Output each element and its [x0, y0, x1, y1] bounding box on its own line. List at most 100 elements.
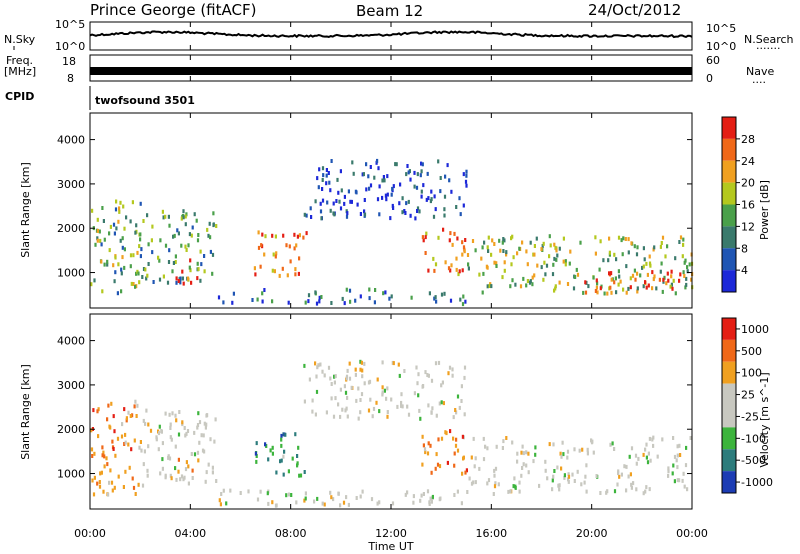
echo-cell [142, 418, 145, 423]
echo-cell [487, 249, 490, 253]
echo-cell [495, 444, 498, 449]
echo-cell [671, 286, 674, 291]
echo-cell [182, 281, 185, 286]
echo-cell [443, 194, 447, 199]
echo-cell [509, 284, 512, 289]
echo-cell [682, 270, 685, 275]
echo-cell [139, 254, 142, 259]
echo-cell [644, 489, 647, 494]
echo-cell [467, 262, 470, 267]
echo-cell [456, 236, 459, 241]
echo-cell [381, 178, 384, 183]
echo-cell [512, 255, 515, 260]
echo-cell [106, 462, 109, 467]
echo-cell [367, 174, 370, 179]
echo-cell [280, 443, 283, 448]
echo-cell [196, 276, 199, 281]
colorbar-tick-label: 500 [741, 345, 762, 358]
echo-cell [167, 455, 170, 460]
echo-cell [215, 479, 218, 483]
echo-cell [449, 268, 452, 273]
power-colorbar: 4 8 12 16 20 24 28 [721, 116, 755, 293]
echo-cell [562, 259, 565, 264]
echo-cell [564, 259, 567, 264]
echo-cell [459, 212, 462, 217]
echo-cell [481, 290, 484, 295]
echo-cell [294, 432, 297, 437]
echo-cell [585, 463, 588, 468]
echo-cell [147, 422, 150, 427]
echo-cell [209, 235, 212, 240]
echo-cell [471, 239, 475, 243]
echo-cell [314, 199, 317, 204]
echo-cell [427, 196, 430, 201]
echo-cell [368, 379, 372, 384]
echo-cell [108, 424, 111, 429]
echo-cell [382, 291, 385, 296]
echo-cell [671, 471, 674, 476]
echo-cell [110, 480, 114, 485]
echo-cell [346, 211, 349, 216]
echo-cell [670, 274, 673, 279]
colorbar-swatch [722, 449, 736, 472]
echo-cell [385, 396, 388, 401]
echo-cell [507, 489, 510, 494]
echo-cell [526, 279, 529, 283]
echo-cell [681, 254, 684, 259]
echo-cell [534, 452, 537, 457]
echo-cell [171, 411, 174, 416]
echo-cell [670, 269, 673, 274]
echo-cell [443, 291, 446, 296]
echo-cell [342, 500, 346, 505]
echo-cell [645, 455, 648, 460]
echo-cell [145, 408, 148, 413]
echo-cell [119, 200, 122, 205]
echo-cell [485, 264, 488, 269]
echo-cell [182, 215, 185, 220]
echo-cell [105, 456, 108, 461]
echo-cell [644, 447, 647, 452]
echo-cell [211, 252, 215, 257]
echo-cell [526, 262, 529, 267]
echo-cell [648, 487, 651, 492]
echo-cell [196, 261, 199, 266]
echo-cell [127, 410, 130, 415]
echo-cell [318, 167, 321, 172]
echo-cell [200, 262, 203, 267]
echo-cell [386, 192, 389, 197]
colorbar-swatch [722, 204, 736, 227]
echo-cell [167, 260, 171, 264]
echo-cell [455, 256, 458, 261]
echo-cell [581, 447, 584, 452]
echo-cell [655, 286, 658, 291]
echo-cell [404, 211, 407, 215]
echo-cell [525, 450, 528, 455]
echo-cell [448, 365, 452, 370]
echo-cell [314, 290, 317, 295]
echo-cell [463, 375, 466, 380]
echo-cell [376, 158, 379, 163]
echo-cell [113, 231, 116, 236]
echo-cell [417, 372, 420, 377]
echo-cell [675, 458, 678, 463]
echo-cell [682, 242, 685, 247]
echo-cell [333, 374, 336, 379]
echo-cell [483, 240, 486, 245]
echo-cell [287, 492, 290, 497]
echo-cell [462, 172, 465, 177]
echo-cell [381, 385, 384, 390]
echo-cell [625, 290, 628, 295]
echo-cell [363, 198, 366, 202]
nsearch-label: N.Search [744, 33, 794, 46]
echo-cell [116, 436, 120, 441]
echo-cell [315, 389, 319, 394]
echo-cell [421, 434, 424, 439]
echo-cell [464, 179, 468, 184]
echo-cell [168, 412, 171, 417]
echo-cell [180, 474, 184, 479]
echo-cell [96, 238, 99, 243]
echo-cell [558, 483, 561, 488]
echo-cell [386, 386, 389, 391]
echo-cell [359, 410, 362, 415]
echo-cell [113, 279, 116, 284]
